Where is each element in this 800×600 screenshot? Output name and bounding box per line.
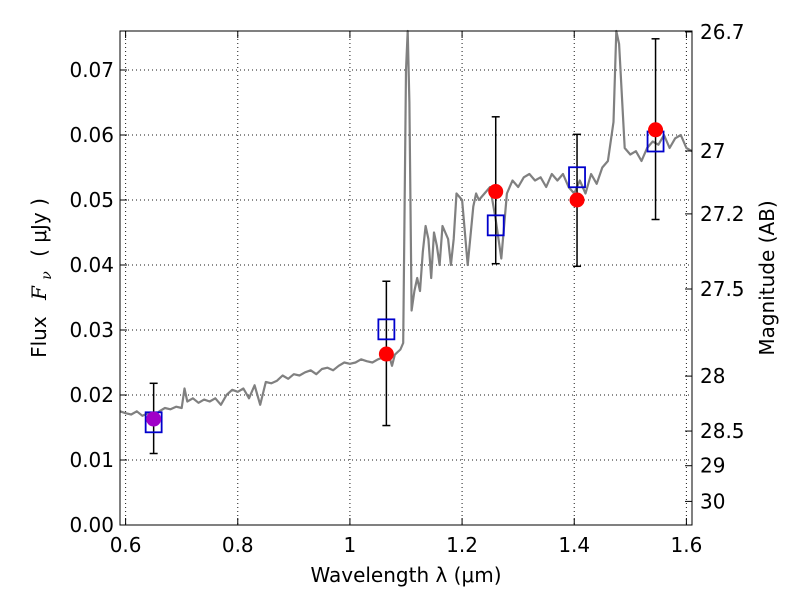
x-tick-label: 0.8 (222, 533, 254, 557)
y-tick-label: 0.03 (69, 318, 114, 342)
x-tick-label: 1.4 (558, 533, 590, 557)
y-tick-label: 0.01 (69, 448, 114, 472)
magnitude-tick-label: 30 (700, 489, 725, 513)
y-axis-label-sub: ν (39, 271, 55, 280)
right-axis-label: Magnitude (AB) (755, 200, 779, 355)
x-tick-label: 1.6 (670, 533, 702, 557)
magnitude-tick-label: 27.5 (700, 277, 745, 301)
magnitude-tick-label: 26.7 (700, 20, 745, 44)
x-tick-label: 0.6 (110, 533, 142, 557)
y-tick-label: 0.07 (69, 58, 114, 82)
magnitude-tick-label: 27 (700, 139, 725, 163)
y-tick-label: 0.04 (69, 253, 114, 277)
observed-circle-point (488, 184, 504, 200)
plot-frame (119, 30, 693, 526)
model-square-point (377, 318, 396, 341)
magnitude-tick-label: 27.2 (700, 202, 745, 226)
y-axis-label-var: F (27, 285, 51, 301)
model-square-point (486, 214, 505, 237)
magnitude-tick-label: 29 (700, 454, 725, 478)
observed-points (146, 122, 664, 427)
spectrum-series (119, 29, 693, 419)
observed-circle-point (146, 411, 162, 427)
y-axis-label-suffix: ( μJy ) (27, 198, 51, 257)
model-square-point (568, 166, 586, 189)
x-tick-label: 1 (344, 533, 357, 557)
magnitude-tick-label: 28.5 (700, 419, 745, 443)
y-tick-label: 0.02 (69, 383, 114, 407)
y-axis-label-prefix: Flux (27, 316, 51, 358)
observed-circle-point (378, 346, 394, 362)
grid (120, 31, 692, 525)
y-tick-label: 0.00 (69, 513, 114, 537)
spectrum-line (119, 29, 693, 419)
x-tick-label: 1.2 (446, 533, 478, 557)
magnitude-axis-ticks: 26.7 27 27.2 27.5 28 28.5 29 30 (685, 20, 745, 513)
x-axis-ticks: 0.6 0.8 1 1.2 1.4 1.6 (110, 31, 702, 557)
y-axis-ticks: 0.00 0.01 0.02 0.03 0.04 0.05 0.06 0.07 (69, 58, 127, 537)
observed-circle-point (648, 122, 664, 138)
x-axis-label: Wavelength λ (μm) (310, 563, 501, 587)
y-tick-label: 0.05 (69, 188, 114, 212)
y-axis-label: Flux F ν ( μJy ) (27, 198, 56, 358)
magnitude-tick-label: 28 (700, 364, 725, 388)
y-tick-label: 0.06 (69, 123, 114, 147)
observed-circle-point (569, 192, 585, 208)
